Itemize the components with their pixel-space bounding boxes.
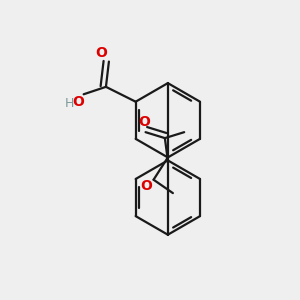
Text: O: O <box>95 46 107 60</box>
Text: O: O <box>72 95 84 109</box>
Text: O: O <box>140 179 152 193</box>
Text: O: O <box>138 115 150 129</box>
Text: H: H <box>65 97 74 110</box>
